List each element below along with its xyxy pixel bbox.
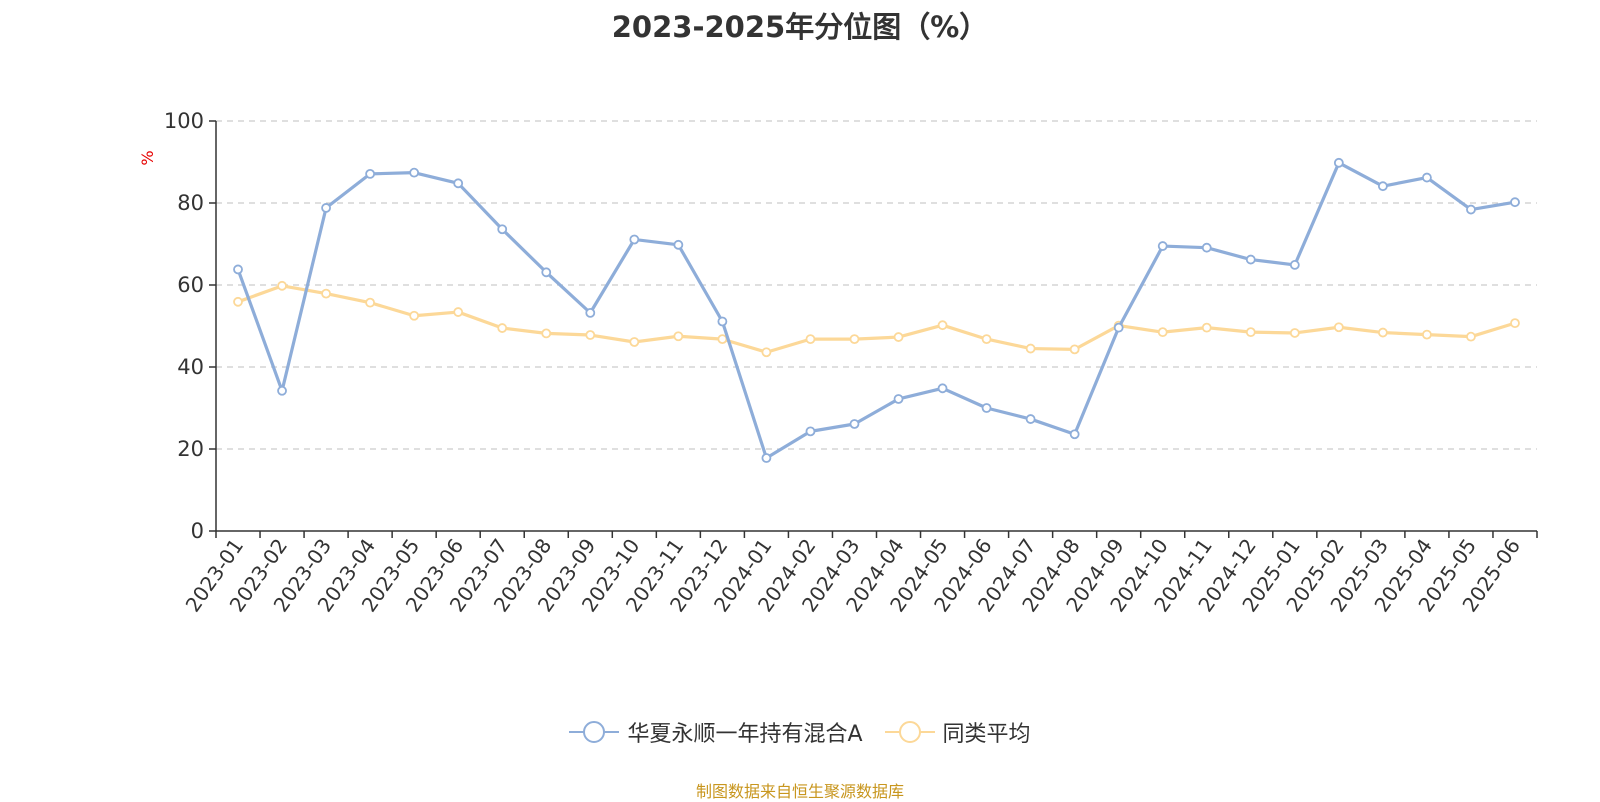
axes: 0204060801002023-012023-022023-032023-04…	[164, 109, 1538, 616]
data-point-1	[1333, 322, 1344, 333]
data-point-0	[981, 403, 992, 413]
data-point-0	[673, 239, 684, 250]
data-point-0	[1377, 181, 1388, 192]
chart-title: 2023-2025年分位图（%）	[611, 10, 989, 44]
data-point-0	[321, 203, 331, 213]
data-point-0	[717, 316, 728, 327]
data-point-0	[1113, 322, 1124, 333]
data-point-1	[1510, 318, 1520, 329]
data-point-1	[365, 297, 376, 308]
data-point-1	[893, 332, 904, 342]
series-line-1	[237, 284, 1516, 354]
source-note: 制图数据来自恒生聚源数据库	[695, 782, 904, 801]
data-point-0	[1157, 241, 1168, 251]
data-point-0	[453, 178, 464, 189]
data-point-1	[453, 307, 464, 317]
data-point-0	[409, 167, 420, 178]
data-point-1	[937, 320, 948, 331]
data-point-0	[233, 264, 243, 275]
data-point-1	[321, 288, 331, 299]
y-tick-label: 80	[177, 191, 204, 215]
y-tick-label: 0	[191, 519, 204, 543]
data-point-1	[1069, 344, 1080, 355]
data-point-0	[1466, 204, 1476, 215]
grid-lines	[216, 120, 1537, 450]
data-point-0	[1201, 242, 1212, 253]
series-line-0	[236, 161, 1516, 460]
data-point-1	[1466, 331, 1476, 342]
data-point-1	[673, 331, 684, 342]
data-point-0	[1510, 197, 1520, 208]
data-point-0	[541, 267, 552, 278]
data-point-0	[1333, 157, 1344, 168]
data-point-0	[893, 394, 904, 404]
data-point-1	[1025, 343, 1036, 354]
data-point-1	[541, 328, 552, 339]
data-point-0	[497, 224, 508, 235]
data-point-0	[1289, 260, 1300, 270]
data-point-1	[409, 310, 420, 321]
data-point-1	[805, 334, 816, 345]
data-point-0	[629, 234, 640, 245]
data-point-0	[585, 307, 596, 318]
data-point-1	[1245, 327, 1256, 338]
legend-label: 同类平均	[942, 722, 1031, 747]
data-point-1	[497, 323, 508, 333]
data-point-0	[849, 419, 860, 429]
y-tick-label: 100	[164, 109, 204, 133]
data-point-1	[1422, 329, 1432, 340]
data-point-1	[277, 280, 287, 291]
y-axis-label: %	[138, 150, 157, 165]
series-lines	[233, 157, 1520, 463]
y-tick-label: 20	[177, 437, 204, 461]
data-point-0	[1025, 414, 1036, 424]
legend-label: 华夏永顺一年持有混合A	[627, 722, 863, 747]
data-point-1	[233, 296, 243, 307]
legend-item-series-1[interactable]: 同类平均	[884, 716, 1031, 748]
data-point-1	[629, 337, 640, 347]
data-point-0	[1245, 254, 1256, 265]
data-point-0	[1422, 172, 1432, 183]
legend-item-series-0[interactable]: 华夏永顺一年持有混合A	[569, 716, 863, 748]
data-point-1	[585, 330, 596, 340]
data-point-0	[365, 168, 376, 179]
data-point-0	[937, 383, 948, 394]
data-point-0	[1069, 429, 1080, 440]
y-tick-label: 60	[177, 273, 204, 297]
data-point-0	[805, 426, 816, 437]
data-point-1	[1289, 328, 1300, 338]
legend-marker-icon	[884, 721, 935, 743]
data-point-0	[761, 453, 772, 463]
legend-marker-icon	[569, 721, 620, 743]
data-point-0	[277, 385, 287, 396]
data-point-1	[981, 334, 992, 345]
data-point-1	[717, 334, 728, 345]
data-point-1	[761, 347, 772, 358]
data-point-1	[1377, 327, 1388, 338]
data-point-1	[1201, 322, 1212, 333]
y-tick-label: 40	[177, 355, 204, 379]
data-point-1	[849, 334, 860, 345]
data-point-1	[1157, 327, 1168, 338]
legend: 华夏永顺一年持有混合A 同类平均	[0, 716, 1600, 748]
